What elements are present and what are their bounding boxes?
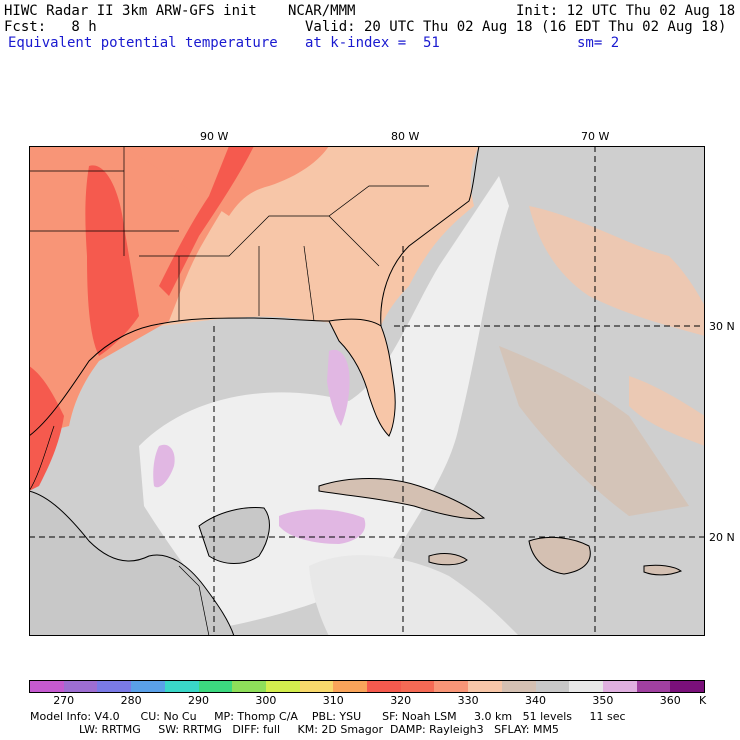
footer-model-info: Model Info: V4.0 CU: No Cu MP: Thomp C/A… — [30, 710, 626, 723]
colorbar-swatch — [97, 681, 132, 692]
coast-us-gulf — [29, 317, 330, 437]
colorbar-tick-label: 270 — [53, 694, 75, 707]
colorbar-swatch — [367, 681, 401, 692]
colorbar-unit: K — [699, 694, 707, 707]
colorbar-swatch — [434, 681, 469, 692]
colorbar-tick-label: 300 — [255, 694, 277, 707]
radar-map — [29, 146, 705, 636]
colorbar — [29, 680, 705, 693]
colorbar-tick-label: 350 — [592, 694, 614, 707]
colorbar-swatch — [333, 681, 368, 692]
colorbar-tick-label: 290 — [188, 694, 209, 707]
colorbar-swatch — [265, 681, 300, 692]
lon-label-90w: 90 W — [200, 130, 229, 143]
coast-jamaica — [428, 552, 468, 566]
colorbar-swatch — [30, 681, 64, 692]
colorbar-tick-label: 310 — [322, 694, 344, 707]
map-frame — [29, 146, 705, 636]
colorbar-swatch — [636, 681, 671, 692]
colorbar-swatch — [501, 681, 536, 692]
purple-patch-gulf — [327, 349, 350, 426]
colorbar-swatch — [299, 681, 334, 692]
land-cuba — [319, 478, 484, 519]
land-hispaniola — [529, 537, 591, 574]
atlantic-gray-patch — [499, 346, 689, 516]
land-puerto-rico — [644, 565, 681, 575]
coast-yucatan — [198, 507, 270, 564]
atlantic-warm-patch — [529, 206, 705, 336]
colorbar-swatch — [164, 681, 199, 692]
header-forecast-hour: Fcst: 8 h — [4, 19, 97, 35]
colorbar-swatch — [670, 681, 705, 692]
lat-label-20n: 20 N — [709, 531, 735, 544]
colorbar-tick-label: 360 — [659, 694, 681, 707]
colorbar-tick-label: 340 — [525, 694, 546, 707]
coast-mexico — [29, 490, 235, 636]
header-level: at k-index = 51 — [305, 35, 440, 51]
purple-patch-yucatan — [153, 444, 175, 488]
coast-florida — [328, 318, 396, 437]
political-borders — [29, 146, 429, 636]
lon-label-70w: 70 W — [581, 130, 610, 143]
colorbar-swatch — [602, 681, 637, 692]
land-hot-diagonal — [159, 146, 254, 296]
header-title: HIWC Radar II 3km ARW-GFS init — [4, 3, 257, 19]
coast-puerto-rico — [643, 564, 683, 576]
colorbar-swatch — [198, 681, 233, 692]
colorbar-swatch — [400, 681, 435, 692]
colorbar-swatch — [535, 681, 570, 692]
land-jamaica — [429, 553, 467, 565]
atlantic-warm-patch-2 — [629, 376, 705, 446]
colorbar-swatch — [232, 681, 266, 692]
header-org: NCAR/MMM — [288, 3, 356, 19]
lat-lon-grid — [29, 146, 705, 636]
coast-atlantic — [380, 146, 480, 327]
lon-label-80w: 80 W — [391, 130, 420, 143]
colorbar-swatch — [131, 681, 165, 692]
lat-label-30n: 30 N — [709, 320, 735, 333]
coastlines — [29, 146, 683, 636]
land-mexico — [29, 491, 234, 636]
header-field-name: Equivalent potential temperature — [8, 35, 278, 51]
land-florida — [329, 319, 396, 436]
colorbar-swatch — [63, 681, 98, 692]
land-hot-texas — [29, 366, 64, 491]
coast-cuba — [318, 478, 486, 520]
colorbar-swatch — [468, 681, 502, 692]
coast-hispaniola — [528, 536, 591, 575]
land-yucatan — [199, 507, 270, 564]
land-hot-band — [85, 165, 139, 356]
purple-patch-caribbean — [279, 509, 366, 544]
colorbar-swatch — [569, 681, 603, 692]
ocean-light-south — [309, 555, 519, 636]
header-smoothing: sm= 2 — [577, 35, 620, 51]
header-valid-time: Valid: 20 UTC Thu 02 Aug 18 (16 EDT Thu … — [305, 19, 727, 35]
colorbar-tick-label: 330 — [457, 694, 479, 707]
footer-model-physics: LW: RRTMG SW: RRTMG DIFF: full KM: 2D Sm… — [30, 723, 559, 736]
colorbar-tick-label: 280 — [120, 694, 142, 707]
colorbar-tick-label: 320 — [390, 694, 412, 707]
header-init: Init: 12 UTC Thu 02 Aug 18 — [516, 3, 736, 19]
